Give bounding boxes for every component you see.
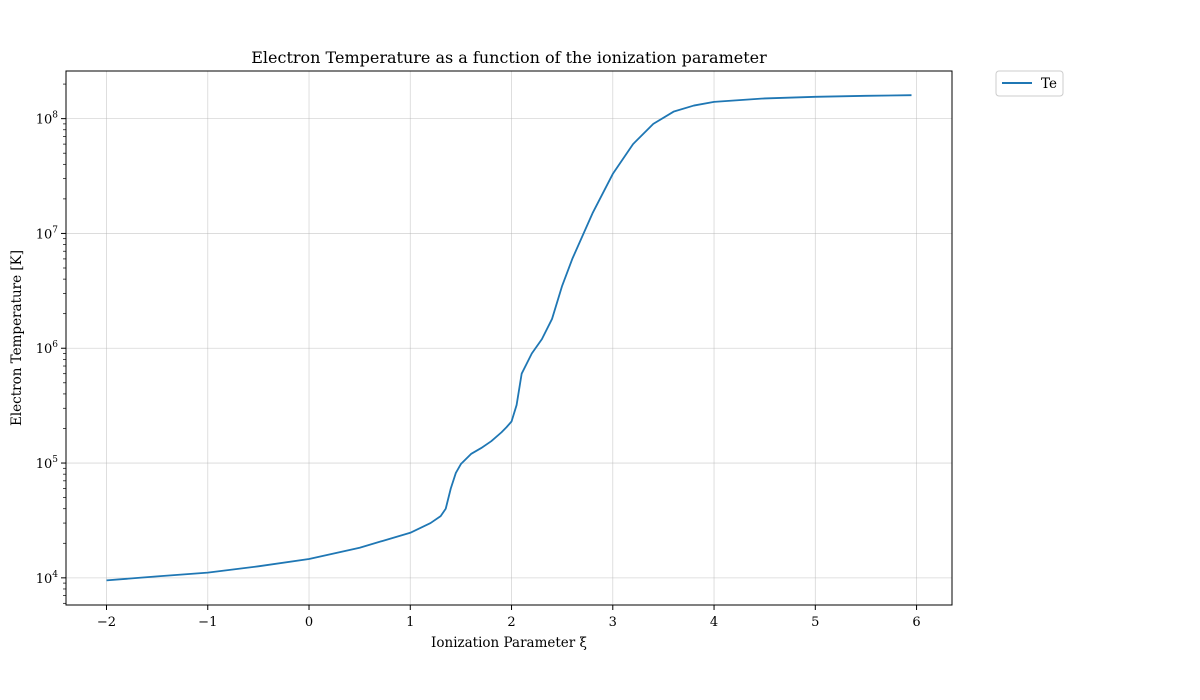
grid <box>66 71 952 605</box>
x-tick-label: 6 <box>912 615 920 630</box>
y-tick-label-base: 10 <box>36 457 53 472</box>
y-axis-label: Electron Temperature [K] <box>9 250 25 426</box>
plot-frame <box>65 70 953 606</box>
x-tick-label: 4 <box>710 615 718 630</box>
x-tick-label: −2 <box>97 615 116 630</box>
y-tick-label: 106 <box>36 340 59 357</box>
y-tick-label: 104 <box>36 570 59 587</box>
y-tick-label-base: 10 <box>36 342 53 357</box>
y-tick-label-exponent: 6 <box>52 340 58 350</box>
y-tick-label-exponent: 5 <box>52 455 58 465</box>
x-tick-label: 5 <box>811 615 819 630</box>
x-tick-label: 0 <box>305 615 313 630</box>
legend-label: Te <box>1041 76 1057 92</box>
y-tick-label-base: 10 <box>36 227 53 242</box>
y-tick-label-base: 10 <box>36 113 53 128</box>
x-tick-label: −1 <box>198 615 217 630</box>
y-tick-label-exponent: 7 <box>52 225 58 235</box>
y-tick-label: 108 <box>36 111 59 128</box>
y-tick-label: 105 <box>36 455 59 472</box>
y-tick-label-base: 10 <box>36 572 53 587</box>
x-tick-label: 1 <box>406 615 414 630</box>
x-tick-label: 2 <box>507 615 515 630</box>
x-tick-label: 3 <box>609 615 617 630</box>
series-layer <box>106 94 912 582</box>
x-axis: −2 −1 0 1 2 3 4 5 6 <box>97 605 921 630</box>
series-line-te <box>106 94 912 582</box>
x-axis-label: Ionization Parameter ξ <box>431 635 587 651</box>
legend: Te <box>995 70 1064 97</box>
y-tick-label: 107 <box>36 225 59 242</box>
y-tick-label-exponent: 8 <box>52 111 58 121</box>
chart-title: Electron Temperature as a function of th… <box>251 48 767 67</box>
y-tick-label-exponent: 4 <box>52 570 58 580</box>
